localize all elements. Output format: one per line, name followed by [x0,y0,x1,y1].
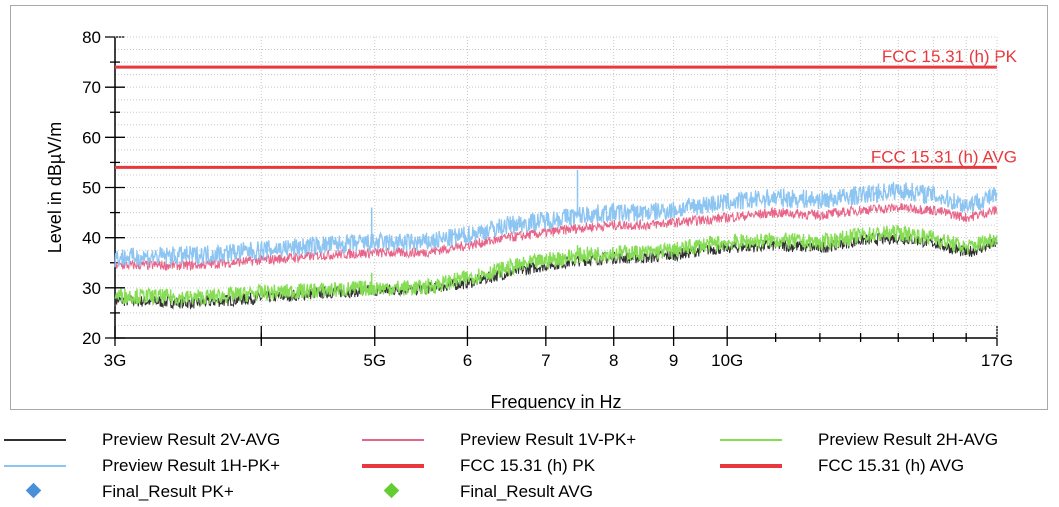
y-tick-label: 60 [82,128,101,147]
x-tick-label: 3G [104,351,127,370]
y-tick-label: 80 [82,28,101,47]
diamond-icon [25,482,42,499]
series-trace [114,202,998,272]
x-tick-label: 6 [463,351,472,370]
legend-item-1h-pk: Preview Result 1H-PK+ [0,456,280,476]
y-tick-label: 70 [82,78,101,97]
legend-swatch [358,482,428,502]
legend-swatch [716,456,786,476]
x-tick-label: 8 [609,351,618,370]
x-axis-label: Frequency in Hz [490,392,621,409]
legend-item-2v-avg: Preview Result 2V-AVG [0,430,280,450]
legend-swatch [358,456,428,476]
x-tick-label: 9 [669,351,678,370]
x-tick-label: 10G [711,351,743,370]
legend-swatch [716,430,786,450]
y-axis-label: Level in dBµV/m [45,122,65,253]
series-trace [114,224,998,307]
x-tick-label: 7 [541,351,550,370]
chart-frame: 20 30 40 50 60 70 80 3G 5G 6 7 8 9 10G 17G Frequency in… [10,5,1048,410]
legend-label: Final_Result PK+ [102,482,234,501]
legend-label: Preview Result 2V-AVG [102,430,281,449]
y-tick-label: 20 [82,329,101,348]
y-tick-label: 40 [82,229,101,248]
legend-label: Preview Result 2H-AVG [818,430,999,449]
legend-swatch [358,430,428,450]
legend-label: FCC 15.31 (h) PK [460,456,596,475]
limit-line-label: FCC 15.31 (h) PK [882,47,1018,66]
legend-line-icon [720,464,782,468]
legend-swatch [0,456,70,476]
x-tick-label: 17G [981,351,1013,370]
legend-item-final-avg: Final_Result AVG [358,482,593,502]
legend-item-fcc-avg: FCC 15.31 (h) AVG [716,456,964,476]
legend-line-icon [4,439,66,441]
limit-line-label: FCC 15.31 (h) AVG [871,147,1017,166]
legend-line-icon [4,465,66,467]
y-tick-label: 50 [82,179,101,198]
legend-label: FCC 15.31 (h) AVG [818,456,965,475]
y-tick-label: 30 [82,279,101,298]
legend-line-icon [362,439,424,441]
legend-item-fcc-pk: FCC 15.31 (h) PK [358,456,595,476]
legend-item-final-pk: Final_Result PK+ [0,482,234,502]
x-tick-label: 5G [363,351,386,370]
series-trace [114,181,998,268]
legend-label: Preview Result 1V-PK+ [460,430,637,449]
diamond-icon [383,482,400,499]
legend-item-2h-avg: Preview Result 2H-AVG [716,430,998,450]
emission-plot: 20 30 40 50 60 70 80 3G 5G 6 7 8 9 10G 17G Frequency in… [45,28,1018,409]
legend-label: Final_Result AVG [460,482,593,501]
legend: Preview Result 2V-AVG Preview Result 1V-… [0,430,1059,507]
legend-line-icon [720,439,782,441]
legend-swatch [0,482,70,502]
legend-swatch [0,430,70,450]
legend-item-1v-pk: Preview Result 1V-PK+ [358,430,636,450]
legend-line-icon [362,464,424,468]
legend-label: Preview Result 1H-PK+ [102,456,281,475]
